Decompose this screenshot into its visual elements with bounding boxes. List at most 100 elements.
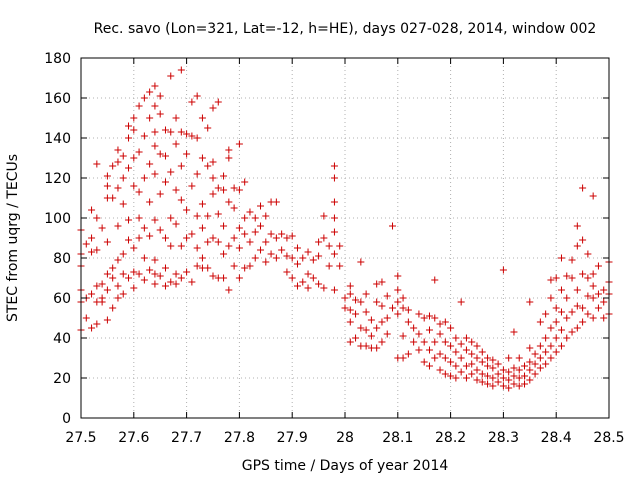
y-tick-label: 0 — [62, 411, 71, 427]
data-point — [542, 360, 550, 368]
x-tick-label: 27.6 — [118, 430, 149, 446]
data-point — [494, 360, 502, 368]
data-point — [130, 284, 138, 292]
data-point — [119, 174, 127, 182]
data-point — [151, 102, 159, 110]
data-point — [299, 254, 307, 262]
data-point — [410, 324, 418, 332]
data-point — [452, 334, 460, 342]
data-point — [151, 82, 159, 90]
data-point — [209, 158, 217, 166]
data-point — [109, 304, 117, 312]
data-point — [484, 362, 492, 370]
data-point — [125, 236, 133, 244]
data-point — [547, 324, 555, 332]
data-point — [362, 290, 370, 298]
data-point — [198, 224, 206, 232]
data-point — [579, 318, 587, 326]
data-point — [462, 346, 470, 354]
data-point — [526, 344, 534, 352]
y-tick-label: 40 — [53, 331, 71, 347]
data-point — [140, 276, 148, 284]
data-point — [146, 198, 154, 206]
data-point — [557, 286, 565, 294]
data-point — [547, 276, 555, 284]
data-point — [146, 232, 154, 240]
data-point — [151, 280, 159, 288]
data-point — [198, 154, 206, 162]
data-point — [346, 290, 354, 298]
data-point — [579, 184, 587, 192]
data-point — [177, 128, 185, 136]
data-point — [394, 272, 402, 280]
data-point — [225, 286, 233, 294]
data-point — [135, 270, 143, 278]
data-point — [119, 290, 127, 298]
data-point — [389, 222, 397, 230]
data-point — [589, 282, 597, 290]
data-point — [140, 132, 148, 140]
x-tick-label: 27.7 — [171, 430, 202, 446]
data-point — [230, 234, 238, 242]
data-point — [383, 292, 391, 300]
data-point — [378, 302, 386, 310]
data-point — [156, 92, 164, 100]
data-point — [288, 254, 296, 262]
data-point — [441, 370, 449, 378]
data-point — [526, 366, 534, 374]
data-point — [447, 372, 455, 380]
data-point — [246, 208, 254, 216]
data-point — [204, 212, 212, 220]
data-point — [246, 238, 254, 246]
data-point — [130, 114, 138, 122]
data-point — [267, 250, 275, 258]
data-point — [125, 164, 133, 172]
data-point — [119, 152, 127, 160]
data-point — [257, 246, 265, 254]
data-point — [204, 162, 212, 170]
data-point — [130, 182, 138, 190]
data-point — [521, 380, 529, 388]
data-point — [161, 152, 169, 160]
data-point — [177, 242, 185, 250]
data-point — [505, 376, 513, 384]
data-point — [188, 278, 196, 286]
data-point — [552, 334, 560, 342]
data-point — [563, 272, 571, 280]
x-tick-label: 28.4 — [541, 430, 572, 446]
data-point — [447, 358, 455, 366]
data-point — [283, 234, 291, 242]
data-point — [235, 224, 243, 232]
data-point — [140, 94, 148, 102]
data-point — [325, 262, 333, 270]
data-point — [172, 140, 180, 148]
data-point — [341, 294, 349, 302]
data-point — [183, 130, 191, 138]
data-point — [352, 334, 360, 342]
data-point — [204, 124, 212, 132]
data-point — [568, 256, 576, 264]
x-tick-label: 28.1 — [382, 430, 413, 446]
data-point — [330, 174, 338, 182]
data-point — [394, 298, 402, 306]
data-point — [536, 342, 544, 350]
data-point — [98, 224, 106, 232]
data-point — [320, 234, 328, 242]
data-point — [330, 162, 338, 170]
data-point — [82, 314, 90, 322]
data-point — [103, 182, 111, 190]
data-point — [98, 294, 106, 302]
data-point — [114, 222, 122, 230]
data-point — [441, 318, 449, 326]
data-point — [119, 200, 127, 208]
data-point — [499, 382, 507, 390]
data-point — [542, 310, 550, 318]
data-point — [161, 264, 169, 272]
data-point — [521, 362, 529, 370]
data-point — [209, 104, 217, 112]
data-point — [220, 250, 228, 258]
data-point — [125, 134, 133, 142]
x-tick-label: 27.8 — [224, 430, 255, 446]
data-point — [151, 142, 159, 150]
data-point — [589, 270, 597, 278]
